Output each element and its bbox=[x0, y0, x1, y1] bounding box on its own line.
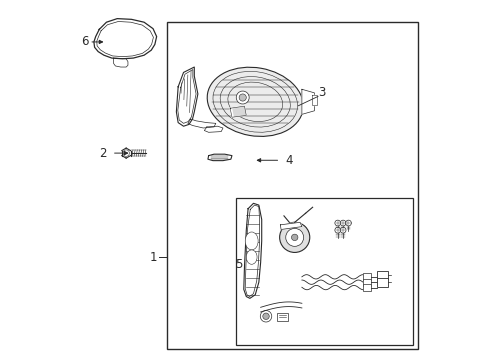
Text: 5: 5 bbox=[235, 258, 243, 271]
Polygon shape bbox=[301, 89, 314, 114]
Polygon shape bbox=[233, 107, 244, 116]
Bar bbox=[376, 278, 387, 287]
Bar bbox=[167, 22, 418, 348]
Circle shape bbox=[122, 150, 129, 156]
Circle shape bbox=[239, 94, 246, 101]
Circle shape bbox=[340, 227, 346, 233]
Bar bbox=[362, 284, 370, 291]
Bar bbox=[362, 273, 370, 280]
Polygon shape bbox=[280, 222, 301, 229]
Circle shape bbox=[236, 91, 249, 104]
Bar bbox=[376, 271, 387, 279]
Circle shape bbox=[334, 220, 340, 226]
Ellipse shape bbox=[291, 234, 297, 240]
Ellipse shape bbox=[285, 228, 303, 246]
Bar bbox=[362, 279, 370, 286]
Polygon shape bbox=[187, 119, 215, 128]
Text: 3: 3 bbox=[317, 86, 325, 99]
Polygon shape bbox=[176, 67, 198, 126]
Text: 6: 6 bbox=[81, 35, 88, 49]
Polygon shape bbox=[94, 19, 156, 59]
Bar bbox=[235, 198, 412, 345]
Ellipse shape bbox=[244, 232, 258, 250]
Circle shape bbox=[340, 220, 346, 226]
Polygon shape bbox=[244, 203, 261, 298]
Polygon shape bbox=[113, 58, 128, 67]
Polygon shape bbox=[230, 106, 246, 117]
Circle shape bbox=[334, 227, 340, 233]
Circle shape bbox=[262, 313, 269, 319]
Polygon shape bbox=[204, 126, 223, 132]
Polygon shape bbox=[207, 154, 231, 161]
Ellipse shape bbox=[279, 222, 309, 252]
Polygon shape bbox=[311, 95, 317, 105]
Text: 2: 2 bbox=[99, 147, 106, 159]
Bar bbox=[276, 313, 287, 321]
Ellipse shape bbox=[207, 67, 303, 136]
Circle shape bbox=[345, 220, 351, 226]
Text: 1: 1 bbox=[149, 251, 157, 264]
Circle shape bbox=[260, 311, 271, 322]
Text: 4: 4 bbox=[285, 154, 292, 167]
Ellipse shape bbox=[246, 250, 257, 264]
